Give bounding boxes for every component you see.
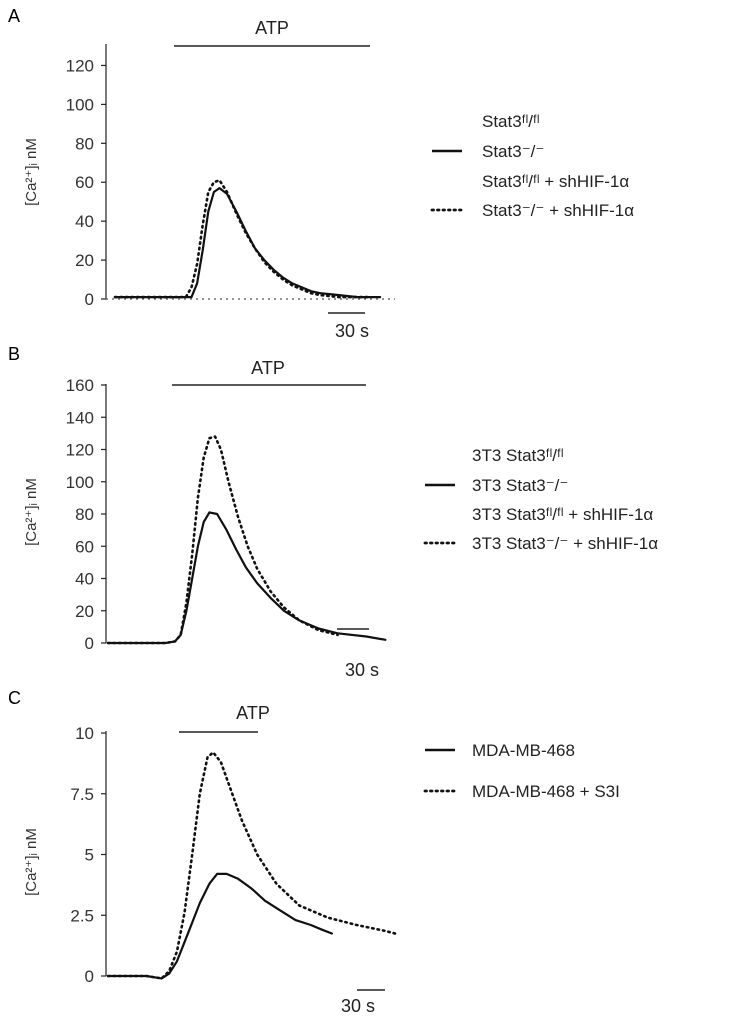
- y-axis-title: [Ca²⁺]ᵢ nM: [23, 478, 40, 546]
- y-tick-label: 60: [75, 537, 94, 556]
- atp-label: ATP: [236, 703, 270, 723]
- panel-letter: C: [8, 688, 21, 708]
- y-tick-label: 2.5: [70, 906, 94, 925]
- y-tick-label: 160: [66, 376, 94, 395]
- scale-bar-label: 30 s: [335, 321, 369, 341]
- panel-a: A 0 20 40 60 80 100 120 [Ca²⁺]ᵢ nM ATP 30 s Stat3ᶠˡ…: [8, 6, 634, 341]
- y-tick-label: 80: [75, 505, 94, 524]
- y-tick-label: 0: [85, 967, 94, 986]
- atp-label: ATP: [251, 358, 285, 378]
- y-tick-label: 10: [75, 724, 94, 743]
- series-line-dotted: [113, 179, 373, 299]
- y-tick-label: 60: [75, 173, 94, 192]
- legend-label: Stat3⁻/⁻: [482, 142, 544, 161]
- panel-c: C 0 2.5 5 7.5 10 [Ca²⁺]ᵢ nM ATP 30 s MDA-MB-468 MD…: [8, 688, 620, 1016]
- y-tick-label: 20: [75, 602, 94, 621]
- legend-label: 3T3 Stat3ᶠˡ/ᶠˡ: [472, 446, 564, 465]
- legend-label: MDA-MB-468: [472, 741, 575, 760]
- panel-b: B 0 20 40 60 80 100 120 140 160 [Ca²⁺]ᵢ nM ATP 30 s 3…: [8, 344, 658, 680]
- legend-label: Stat3ᶠˡ/ᶠˡ: [482, 112, 540, 131]
- series-line-solid: [106, 511, 387, 645]
- panel-letter: A: [8, 6, 20, 26]
- y-tick-label: 20: [75, 251, 94, 270]
- series-line-dotted: [106, 435, 339, 645]
- panel-letter: B: [8, 344, 20, 364]
- legend-label: Stat3⁻/⁻ + shHIF-1α: [482, 201, 634, 220]
- legend-label: Stat3ᶠˡ/ᶠˡ + shHIF-1α: [482, 172, 629, 191]
- y-tick-label: 140: [66, 408, 94, 427]
- y-axis-title: [Ca²⁺]ᵢ nM: [23, 138, 40, 206]
- y-tick-label: 120: [66, 441, 94, 460]
- y-axis-title: [Ca²⁺]ᵢ nM: [23, 828, 40, 896]
- series-line-dotted: [106, 751, 397, 980]
- y-tick-label: 100: [66, 95, 94, 114]
- legend-label: 3T3 Stat3⁻/⁻ + shHIF-1α: [472, 534, 658, 553]
- legend-label: 3T3 Stat3⁻/⁻: [472, 476, 568, 495]
- y-tick-label: 40: [75, 570, 94, 589]
- atp-label: ATP: [255, 18, 289, 38]
- y-tick-label: 100: [66, 473, 94, 492]
- series-line-solid: [113, 187, 382, 299]
- y-tick-label: 120: [66, 56, 94, 75]
- y-tick-label: 5: [85, 846, 94, 865]
- legend-label: MDA-MB-468 + S3I: [472, 782, 620, 801]
- scale-bar-label: 30 s: [341, 996, 375, 1016]
- y-tick-label: 0: [85, 290, 94, 309]
- y-tick-label: 0: [85, 634, 94, 653]
- legend-label: 3T3 Stat3ᶠˡ/ᶠˡ + shHIF-1α: [472, 505, 653, 524]
- y-tick-label: 7.5: [70, 785, 94, 804]
- series-line-solid: [106, 872, 333, 980]
- y-tick-label: 80: [75, 134, 94, 153]
- y-tick-label: 40: [75, 212, 94, 231]
- scale-bar-label: 30 s: [345, 660, 379, 680]
